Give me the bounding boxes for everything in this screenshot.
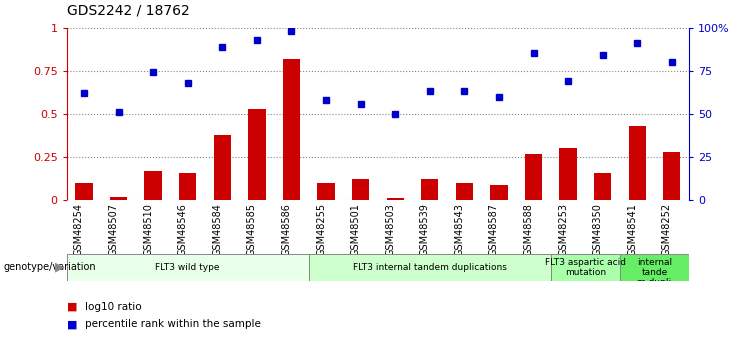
- Bar: [352, 179, 369, 200]
- Bar: [248, 109, 265, 200]
- Text: GSM48546: GSM48546: [178, 203, 187, 256]
- Bar: [67, 254, 309, 281]
- Text: genotype/variation: genotype/variation: [4, 263, 96, 272]
- Text: GSM48586: GSM48586: [282, 203, 291, 256]
- Bar: [179, 172, 196, 200]
- Text: GSM48543: GSM48543: [454, 203, 465, 256]
- Text: percentile rank within the sample: percentile rank within the sample: [85, 319, 261, 329]
- Text: GSM48255: GSM48255: [316, 203, 326, 256]
- Bar: [213, 135, 231, 200]
- Bar: [387, 198, 404, 200]
- Bar: [628, 126, 646, 200]
- Text: GSM48584: GSM48584: [213, 203, 222, 256]
- Text: ■: ■: [67, 319, 77, 329]
- Text: GSM48350: GSM48350: [593, 203, 602, 256]
- Bar: [456, 183, 473, 200]
- Bar: [525, 154, 542, 200]
- Text: GSM48253: GSM48253: [558, 203, 568, 256]
- Text: ▶: ▶: [55, 261, 64, 274]
- Bar: [663, 152, 680, 200]
- Text: FLT3 aspartic acid
mutation: FLT3 aspartic acid mutation: [545, 258, 626, 277]
- Text: GSM48254: GSM48254: [74, 203, 84, 256]
- Bar: [110, 197, 127, 200]
- Text: log10 ratio: log10 ratio: [85, 302, 142, 312]
- Text: GSM48541: GSM48541: [628, 203, 637, 256]
- Bar: [491, 185, 508, 200]
- Bar: [559, 148, 576, 200]
- Bar: [551, 254, 620, 281]
- Bar: [309, 254, 551, 281]
- Bar: [421, 179, 439, 200]
- Text: GSM48587: GSM48587: [489, 203, 499, 256]
- Text: GSM48588: GSM48588: [524, 203, 534, 256]
- Bar: [76, 183, 93, 200]
- Text: GSM48510: GSM48510: [143, 203, 153, 256]
- Bar: [283, 59, 300, 200]
- Bar: [144, 171, 162, 200]
- Bar: [594, 172, 611, 200]
- Bar: [317, 183, 335, 200]
- Text: GSM48503: GSM48503: [385, 203, 395, 256]
- Text: FLT3 internal tandem duplications: FLT3 internal tandem duplications: [353, 263, 507, 272]
- Text: GSM48507: GSM48507: [109, 203, 119, 256]
- Text: ■: ■: [67, 302, 77, 312]
- Text: FLT3 wild type: FLT3 wild type: [156, 263, 220, 272]
- Text: GSM48585: GSM48585: [247, 203, 257, 256]
- Bar: [620, 254, 689, 281]
- Text: FLT3
internal
tande
m dupli: FLT3 internal tande m dupli: [637, 247, 672, 287]
- Text: GSM48501: GSM48501: [350, 203, 361, 256]
- Text: GSM48252: GSM48252: [662, 203, 672, 256]
- Text: GSM48539: GSM48539: [420, 203, 430, 256]
- Text: GDS2242 / 18762: GDS2242 / 18762: [67, 3, 190, 17]
